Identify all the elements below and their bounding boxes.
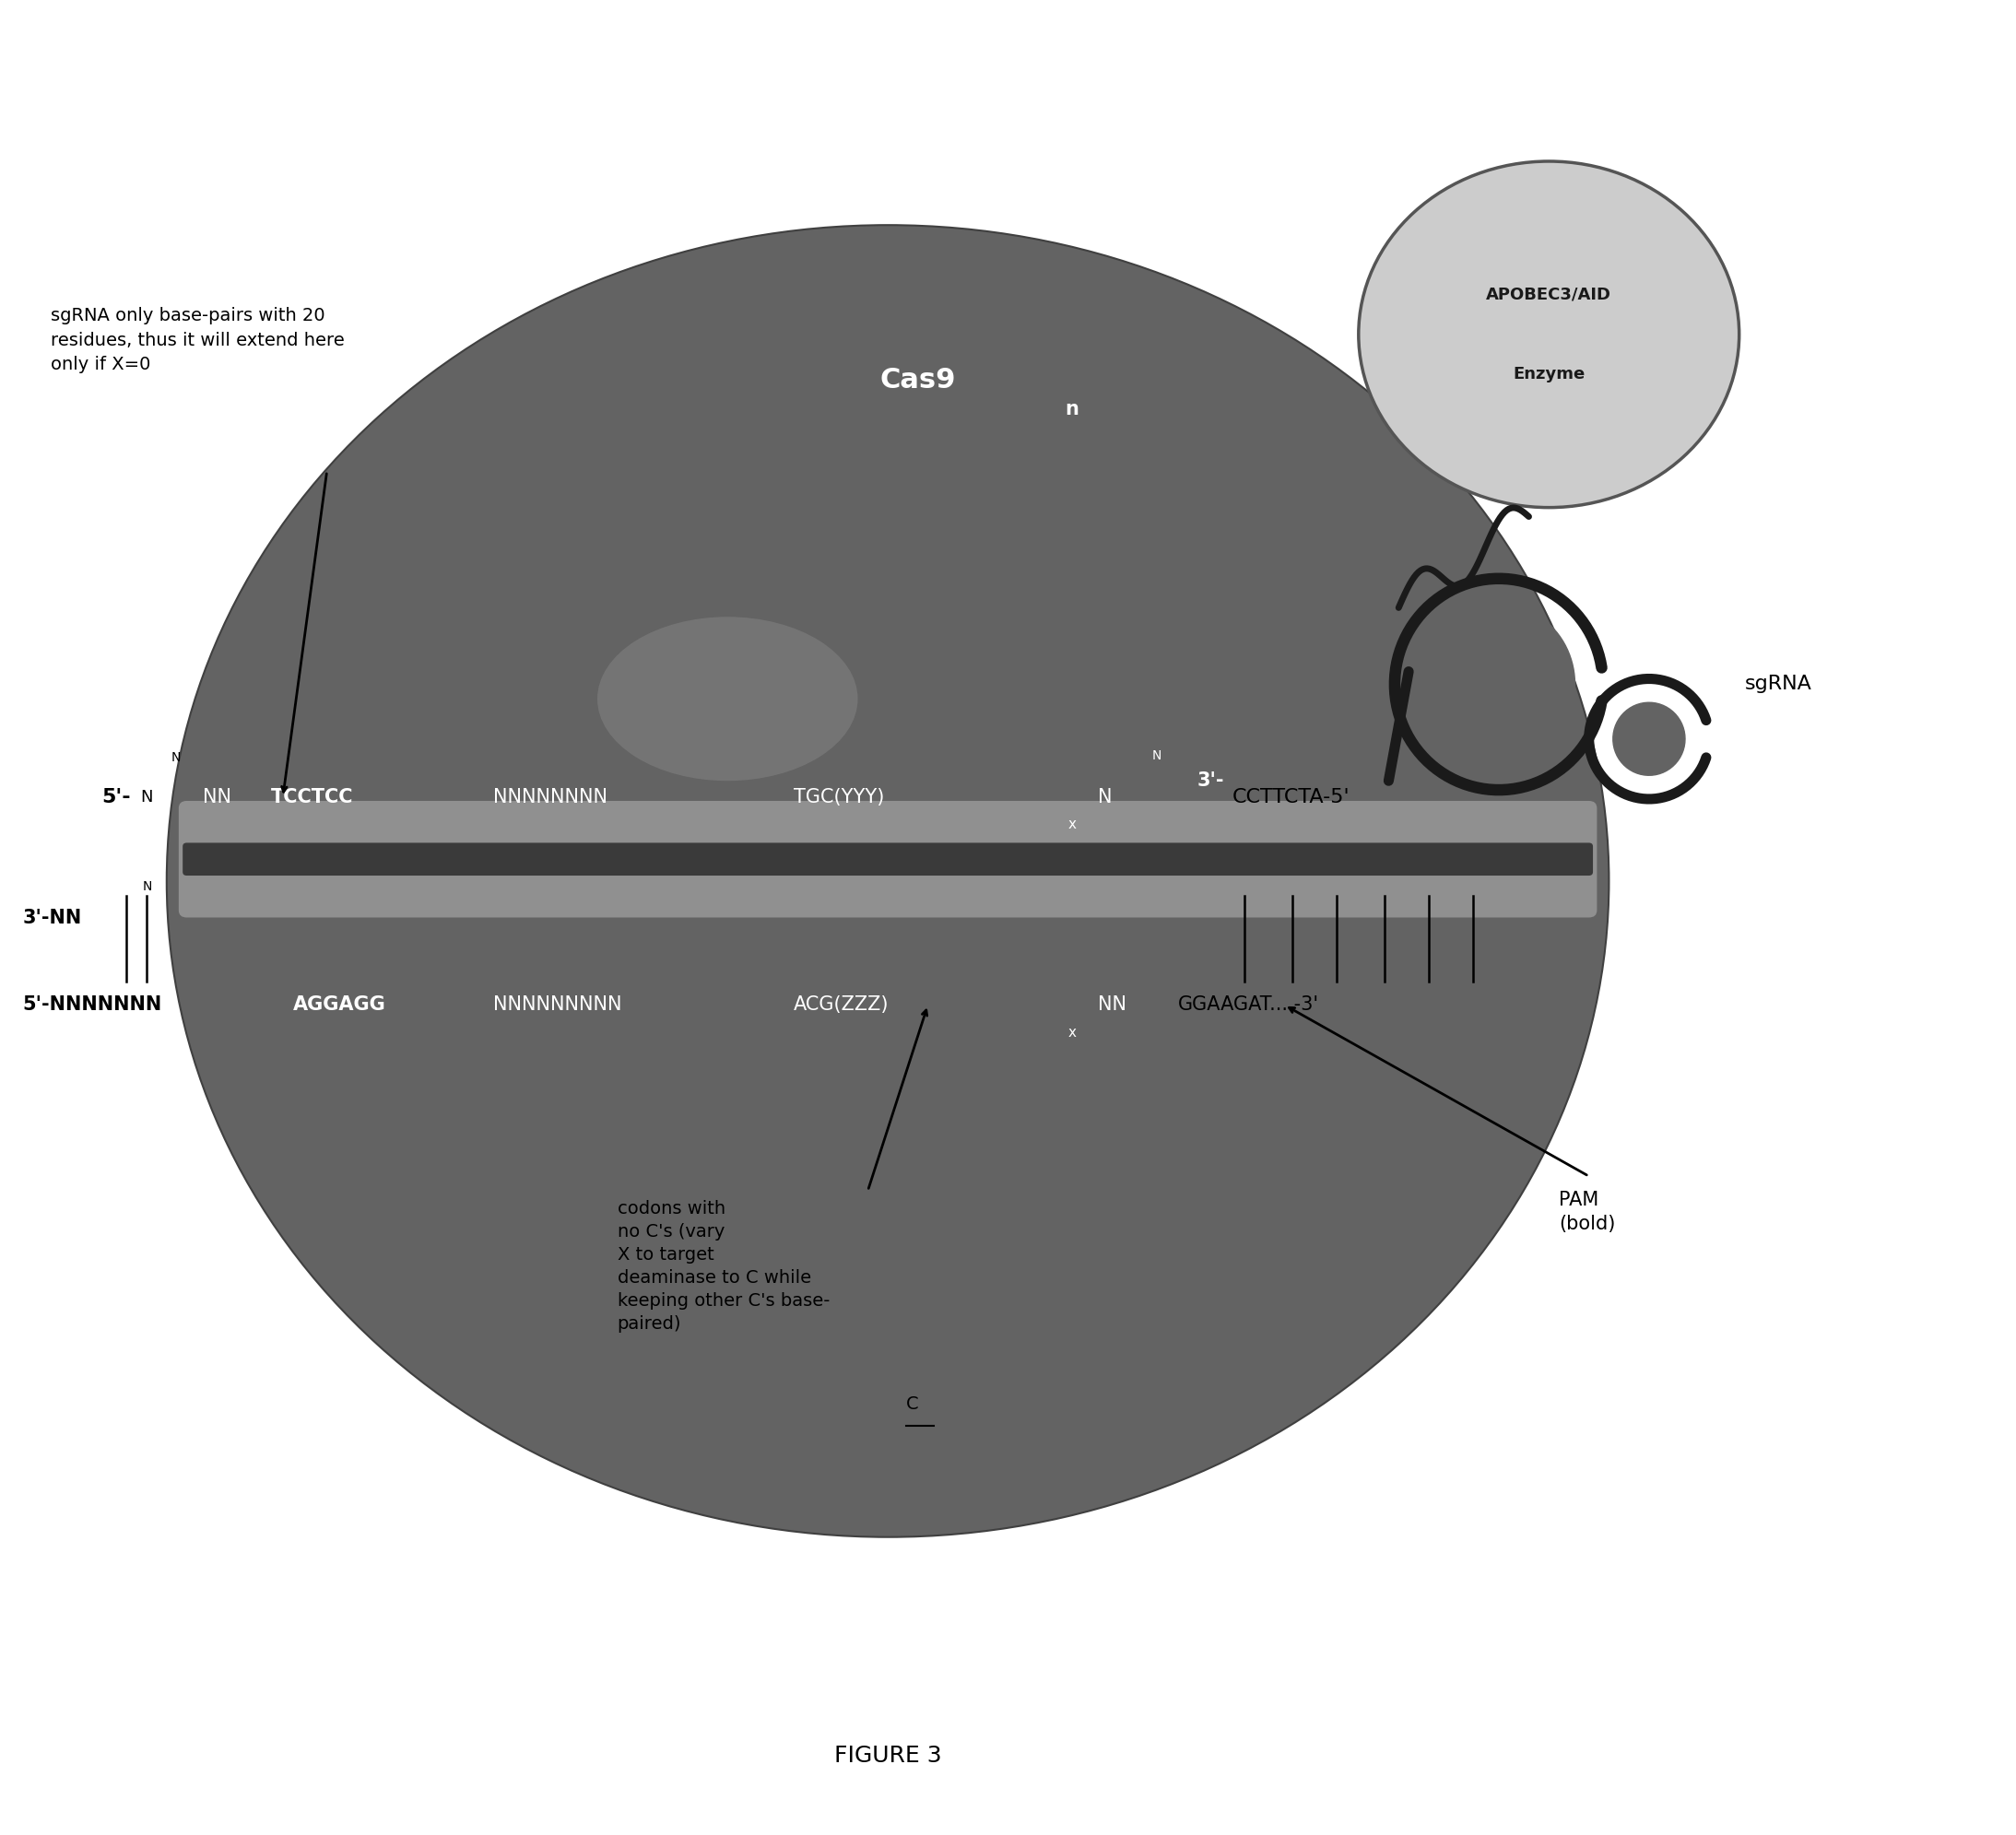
FancyBboxPatch shape	[183, 842, 1593, 875]
Text: NN: NN	[1099, 996, 1127, 1015]
Text: n: n	[1064, 400, 1079, 418]
Text: NNNNNNNN: NNNNNNNN	[494, 787, 607, 806]
Text: Cas9: Cas9	[879, 367, 956, 393]
Ellipse shape	[597, 617, 857, 782]
Text: 3'-: 3'-	[1198, 773, 1224, 791]
Text: codons with
no C's (vary
X to target
deaminase to C while
keeping other C's base: codons with no C's (vary X to target dea…	[617, 1200, 831, 1332]
Text: CCTTCTA-5': CCTTCTA-5'	[1232, 787, 1351, 806]
Text: 3'-NN: 3'-NN	[22, 908, 83, 927]
Text: x: x	[1068, 1026, 1077, 1039]
Text: NNNNNNNNN: NNNNNNNNN	[494, 996, 621, 1015]
Text: 5'-NNNNNNN: 5'-NNNNNNN	[22, 996, 161, 1015]
Text: TCCTCC: TCCTCC	[270, 787, 353, 806]
Text: GGAAGAT....-3': GGAAGAT....-3'	[1177, 996, 1318, 1015]
Polygon shape	[1423, 604, 1574, 765]
Text: N: N	[1099, 787, 1113, 806]
Text: sgRNA only base-pairs with 20
residues, thus it will extend here
only if X=0: sgRNA only base-pairs with 20 residues, …	[50, 306, 345, 373]
Circle shape	[167, 226, 1609, 1538]
Text: N: N	[1153, 749, 1161, 762]
Text: 5'-: 5'-	[101, 787, 131, 806]
Text: N: N	[171, 751, 179, 763]
Text: PAM
(bold): PAM (bold)	[1558, 1191, 1615, 1233]
Text: Enzyme: Enzyme	[1512, 367, 1585, 384]
Text: TGC(YYY): TGC(YYY)	[794, 787, 885, 806]
Text: NN: NN	[204, 787, 232, 806]
FancyBboxPatch shape	[179, 800, 1597, 918]
Text: sgRNA: sgRNA	[1746, 675, 1812, 694]
Text: C: C	[905, 1395, 919, 1413]
Text: FIGURE 3: FIGURE 3	[835, 1745, 941, 1767]
Polygon shape	[1613, 703, 1685, 776]
Text: ACG(ZZZ): ACG(ZZZ)	[794, 996, 889, 1015]
Text: x: x	[1068, 818, 1077, 831]
Text: APOBEC3/AID: APOBEC3/AID	[1486, 286, 1611, 303]
Text: N: N	[141, 789, 153, 806]
Circle shape	[1359, 161, 1740, 508]
Text: AGGAGG: AGGAGG	[292, 996, 385, 1015]
Text: N: N	[143, 881, 151, 894]
